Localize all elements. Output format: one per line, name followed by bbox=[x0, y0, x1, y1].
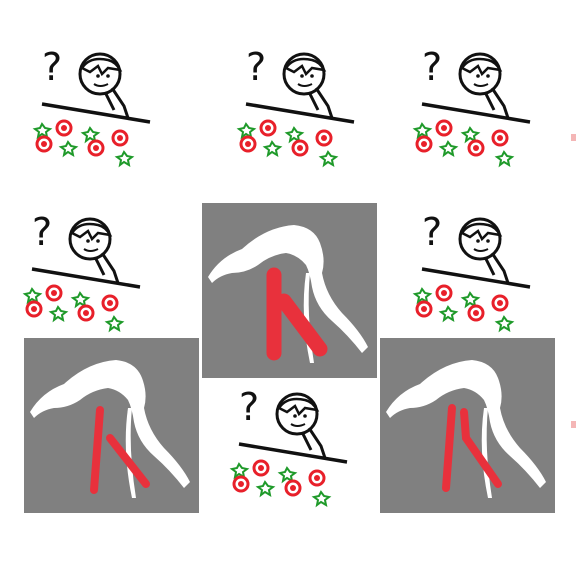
question-mark: ? bbox=[239, 385, 260, 429]
flamingo-mask-panel-left bbox=[24, 338, 199, 513]
edge-mark bbox=[571, 134, 576, 141]
flamingo-mask-panel-right bbox=[380, 338, 555, 513]
confused-person-tile-4: ? bbox=[18, 205, 150, 333]
annotation-stroke bbox=[442, 404, 502, 492]
question-mark: ? bbox=[32, 210, 53, 254]
question-mark: ? bbox=[246, 45, 267, 89]
edge-mark bbox=[571, 421, 576, 428]
confused-person-tile-5: ? bbox=[408, 205, 540, 333]
annotation-stroke bbox=[90, 406, 150, 494]
question-mark: ? bbox=[422, 45, 443, 89]
question-mark: ? bbox=[422, 210, 443, 254]
flamingo-mask-panel-center bbox=[202, 203, 377, 378]
question-mark: ? bbox=[42, 45, 63, 89]
confused-person-tile-2: ? bbox=[232, 40, 364, 168]
confused-person-tile-3: ? bbox=[408, 40, 540, 168]
confused-person-tile-6: ? bbox=[225, 380, 357, 508]
confused-person-tile-1: ? bbox=[28, 40, 160, 168]
annotation-stroke bbox=[266, 267, 328, 361]
